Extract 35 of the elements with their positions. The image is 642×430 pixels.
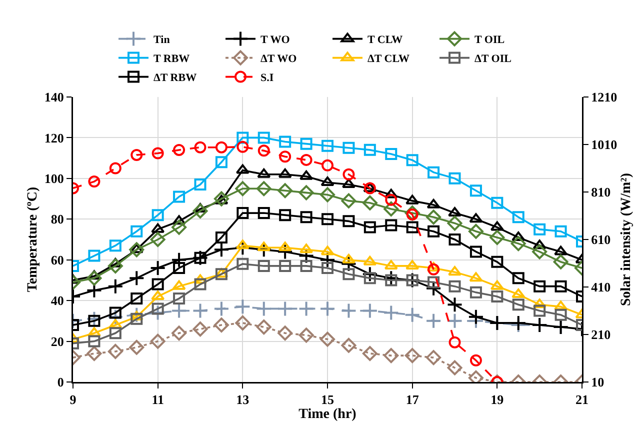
y2-axis-title: Solar intensity (W/m²) bbox=[619, 172, 634, 306]
y2-tick-label: 1010 bbox=[591, 137, 618, 152]
legend-label: T RBW bbox=[154, 53, 190, 66]
y-tick-label: 80 bbox=[50, 212, 64, 227]
y-tick-label: 120 bbox=[44, 130, 64, 146]
y2-tick-label: 610 bbox=[591, 232, 611, 248]
legend-label: Tin bbox=[154, 34, 170, 46]
legend-label: T WO bbox=[260, 34, 290, 46]
legend-label: S.I bbox=[260, 72, 274, 84]
x-tick-label: 17 bbox=[406, 392, 420, 408]
x-tick-label: 15 bbox=[321, 392, 334, 408]
x-tick-label: 19 bbox=[490, 392, 504, 408]
x-tick-label: 9 bbox=[70, 392, 77, 408]
y-tick-label: 60 bbox=[50, 252, 64, 268]
y2-tick-label: 210 bbox=[591, 327, 611, 342]
y-tick-label: 40 bbox=[50, 293, 64, 308]
y-tick-label: 100 bbox=[44, 170, 64, 186]
y-axis-title: Temperature (ºC) bbox=[25, 186, 40, 292]
legend-label: T OIL bbox=[474, 34, 505, 46]
x-tick-label: 11 bbox=[152, 392, 164, 408]
y2-tick-label: 10 bbox=[591, 374, 604, 390]
legend-label: ΔT RBW bbox=[154, 72, 197, 84]
y2-tick-label: 1210 bbox=[591, 90, 618, 105]
x-axis-title: Time (hr) bbox=[298, 407, 357, 422]
legend-label: ΔT WO bbox=[260, 53, 298, 66]
y-tick-label: 20 bbox=[50, 334, 64, 349]
legend-label: ΔT OIL bbox=[474, 53, 512, 66]
y-tick-label: 140 bbox=[44, 90, 64, 105]
x-tick-label: 13 bbox=[236, 392, 250, 408]
y2-tick-label: 810 bbox=[591, 184, 611, 200]
legend-label: ΔT CLW bbox=[368, 53, 410, 66]
y-tick-label: 0 bbox=[57, 374, 64, 390]
y2-tick-label: 410 bbox=[591, 280, 611, 295]
x-tick-label: 21 bbox=[576, 392, 588, 408]
legend-label: T CLW bbox=[368, 34, 403, 46]
